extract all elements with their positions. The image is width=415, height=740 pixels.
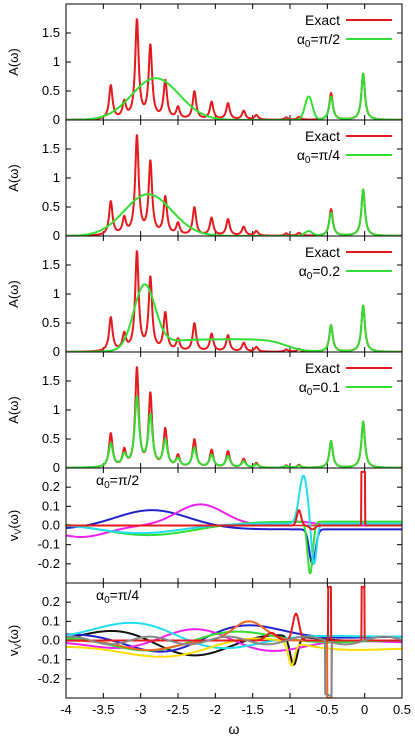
y-tick-label: 0.2	[42, 479, 60, 494]
series-line	[66, 395, 402, 468]
x-tick-label: -0.5	[316, 702, 338, 717]
legend-label: Exact	[305, 244, 340, 260]
panel-4: 0 0.5 1 1.5 A(ω) Exact α0=0.1	[6, 351, 403, 475]
y-axis-label: A(ω)	[6, 396, 21, 423]
x-tick-label: -4	[60, 702, 72, 717]
y-tick-label: 0.1	[42, 613, 60, 628]
panel-2: 0 0.5 1 1.5 A(ω) Exact α0=π/4	[6, 119, 403, 243]
y-tick-label: -0.1	[38, 652, 60, 667]
y-tick-label: 1.5	[42, 257, 60, 272]
y-axis-label: A(ω)	[6, 280, 21, 307]
legend-label: α0=π/2	[297, 31, 340, 50]
legend-label: Exact	[305, 360, 340, 376]
legend-label: α0=π/4	[297, 147, 340, 166]
y-axis-label: A(ω)	[6, 48, 21, 75]
panel-annotation: α0=π/2	[96, 472, 139, 491]
panel-frame	[65, 3, 403, 121]
y-tick-label: 0.0	[42, 518, 60, 533]
panel-6: -0.2 -0.1 0.0 0.1 0.2 vV(ω) α0=π/4	[6, 582, 403, 699]
series-line	[66, 620, 402, 698]
y-tick-label: 1	[53, 286, 60, 301]
y-tick-label: 0	[53, 344, 60, 359]
panel-annotation: α0=π/4	[96, 587, 139, 606]
series-line	[66, 366, 402, 468]
panel-frame	[65, 235, 403, 353]
x-tick-label: -2	[210, 702, 222, 717]
x-tick-label: -1	[284, 702, 296, 717]
series-line	[66, 134, 402, 236]
panel-curves	[66, 134, 402, 236]
y-tick-label: 0	[53, 460, 60, 475]
y-axis-label: vV(ω)	[6, 510, 23, 541]
y-axis-label: A(ω)	[6, 164, 21, 191]
panel-curves	[66, 470, 402, 575]
series-line	[66, 18, 402, 120]
x-tick-label: 0	[361, 702, 368, 717]
panel-curves	[66, 18, 402, 120]
y-tick-label: 1.5	[42, 25, 60, 40]
panel-5: -0.2 -0.1 0.0 0.1 0.2 vV(ω) α0=π/2	[6, 467, 403, 584]
series-line	[66, 470, 402, 531]
x-tick-label: -2.5	[167, 702, 189, 717]
x-tick-label: -1.5	[241, 702, 263, 717]
y-axis-label: vV(ω)	[6, 625, 23, 656]
series-line	[66, 585, 402, 642]
panel-3: 0 0.5 1 1.5 A(ω) Exact α0=0.2	[6, 235, 403, 359]
series-line	[66, 474, 402, 565]
y-tick-label: 1.5	[42, 141, 60, 156]
legend-label: α0=0.1	[299, 379, 341, 398]
series-line	[66, 509, 402, 565]
series-line	[66, 621, 402, 650]
x-tick-label: -3	[135, 702, 147, 717]
x-tick-label: -3.5	[92, 702, 114, 717]
y-tick-label: -0.2	[38, 556, 60, 571]
legend-label: Exact	[305, 12, 340, 28]
series-line	[66, 630, 402, 652]
panel-curves	[66, 250, 402, 352]
y-tick-label: 0.5	[42, 431, 60, 446]
y-tick-label: 0.5	[42, 315, 60, 330]
y-tick-label: -0.1	[38, 537, 60, 552]
legend-label: α0=0.2	[299, 263, 341, 282]
series-line	[66, 250, 402, 352]
series-line	[66, 635, 402, 697]
y-tick-label: 0	[53, 228, 60, 243]
series-line	[66, 283, 402, 352]
y-tick-label: 0.2	[42, 594, 60, 609]
panel-frame	[65, 582, 403, 699]
panel-curves	[66, 585, 402, 698]
y-tick-label: 0.1	[42, 498, 60, 513]
panel-frame	[65, 351, 403, 469]
legend-label: Exact	[305, 128, 340, 144]
y-tick-label: 0.5	[42, 199, 60, 214]
y-tick-label: 1	[53, 402, 60, 417]
y-tick-label: 1.5	[42, 373, 60, 388]
y-tick-label: 0	[53, 112, 60, 127]
y-tick-label: -0.2	[38, 671, 60, 686]
x-axis-label: ω	[229, 721, 240, 737]
y-tick-label: 0.0	[42, 633, 60, 648]
y-tick-label: 1	[53, 170, 60, 185]
x-tick-label: 0.5	[393, 702, 411, 717]
panel-1: 0 0.5 1 1.5 A(ω) Exact α0=π/2	[6, 3, 403, 127]
panel-curves	[66, 366, 402, 468]
y-tick-label: 1	[53, 54, 60, 69]
y-tick-label: 0.5	[42, 83, 60, 98]
